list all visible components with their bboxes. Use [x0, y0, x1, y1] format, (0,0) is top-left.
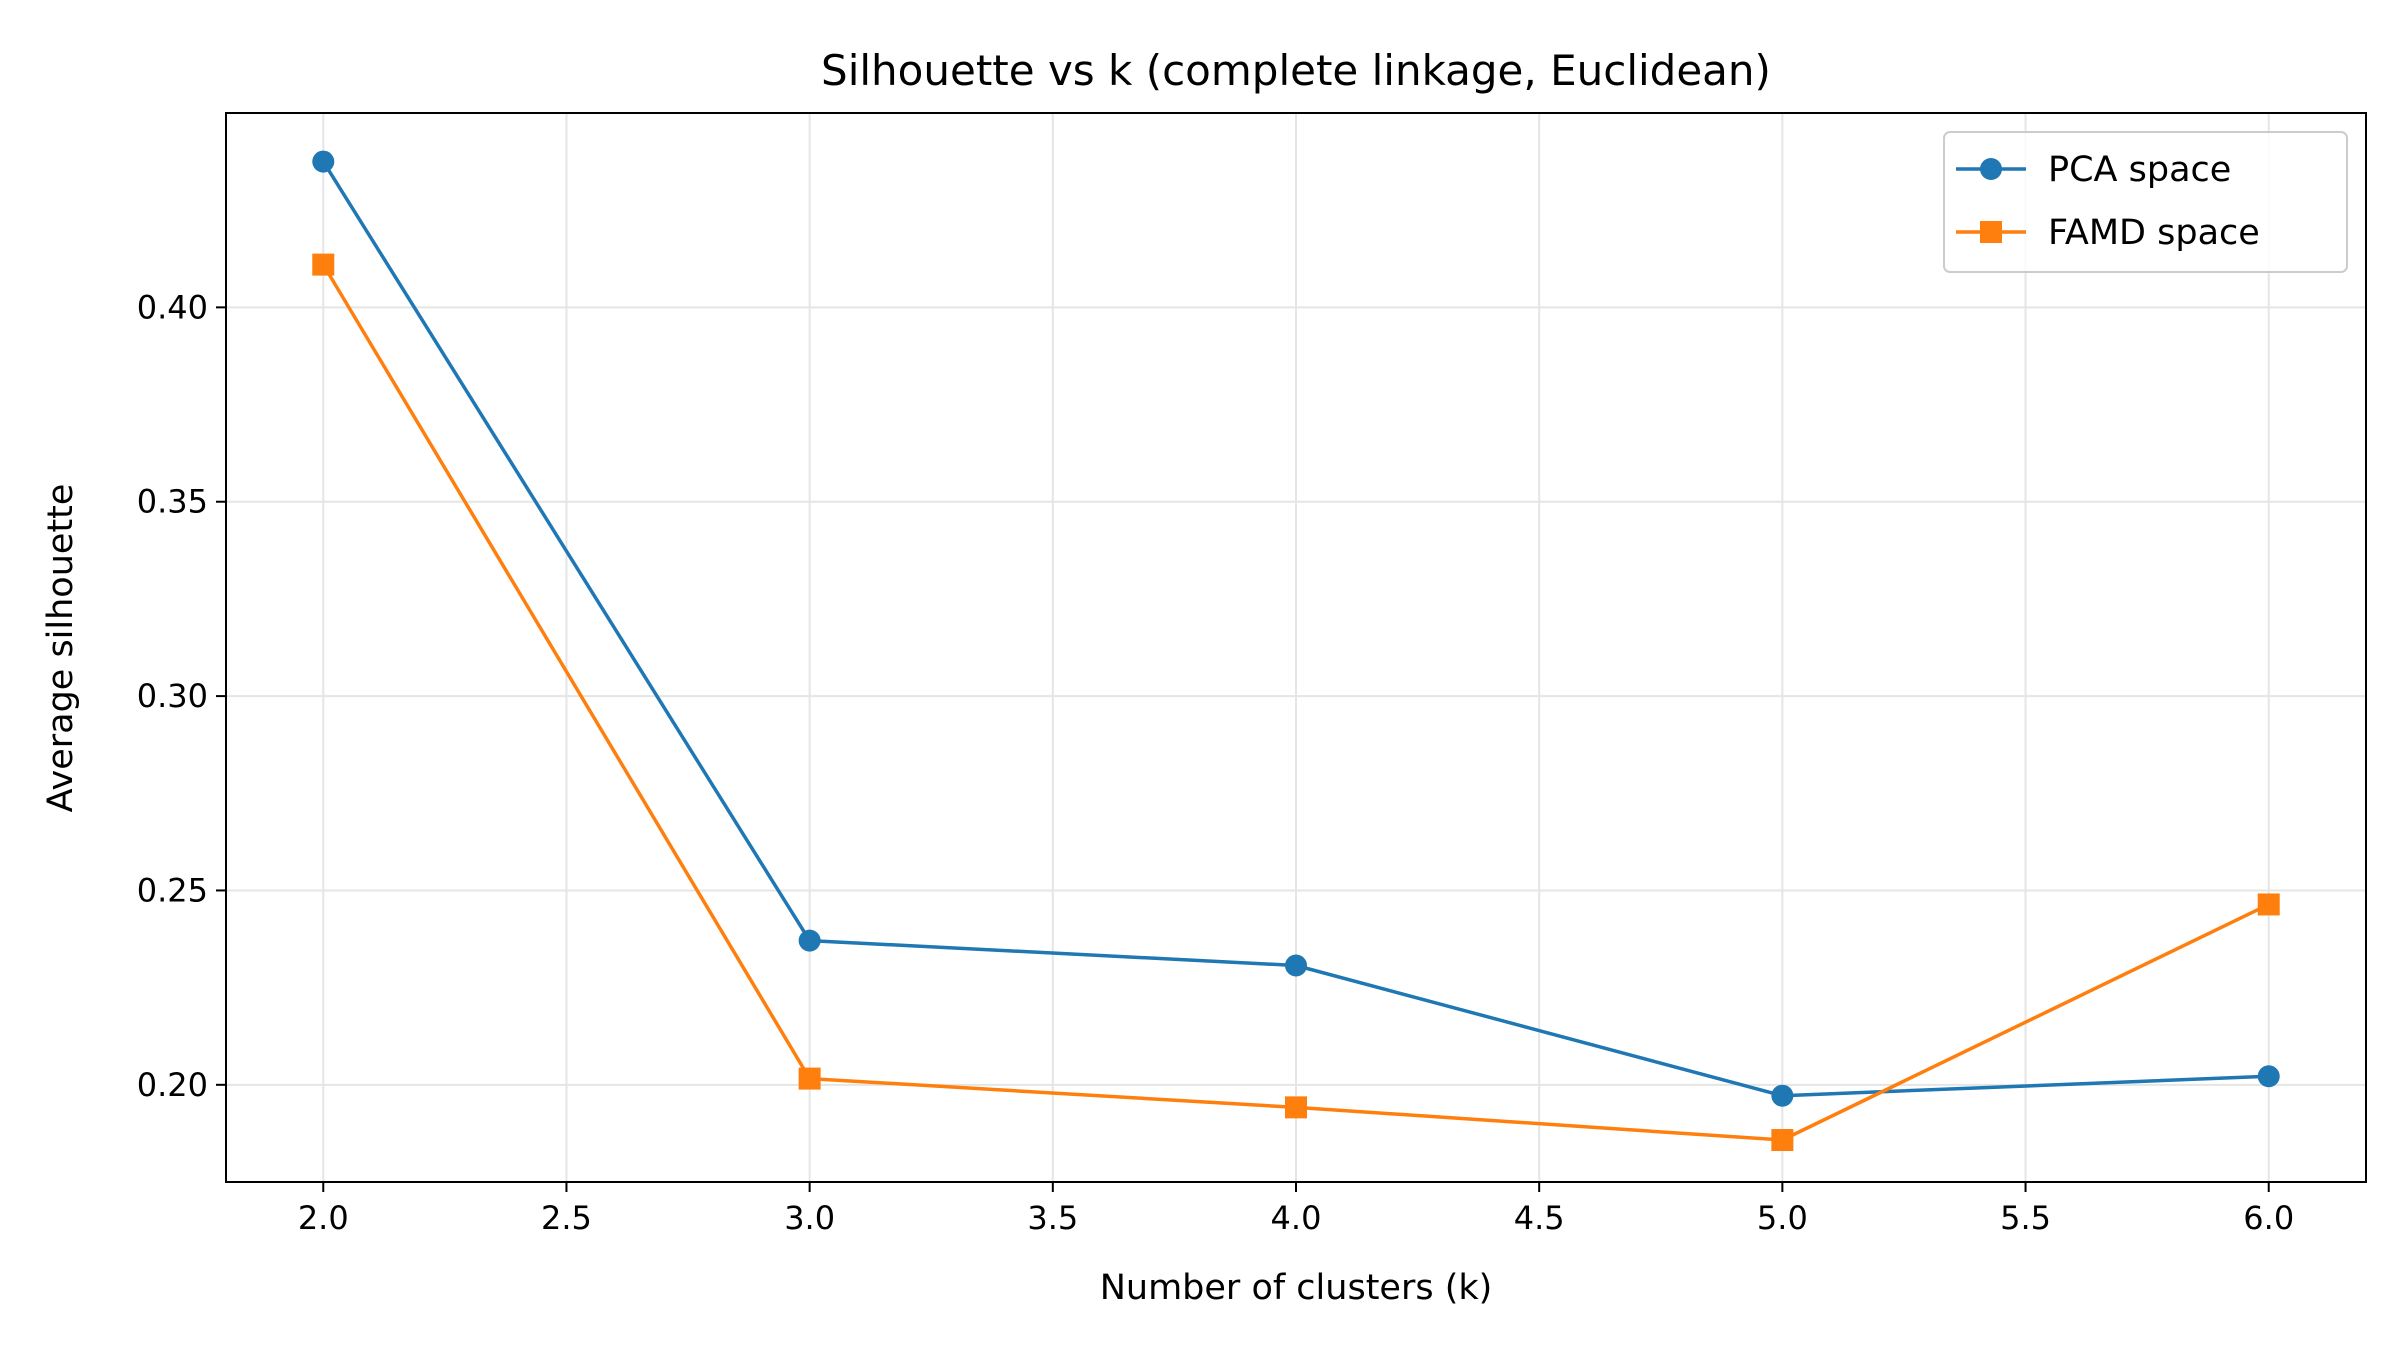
data-point-famd	[312, 253, 335, 276]
x-tick-label: 3.0	[784, 1199, 835, 1237]
legend: PCA space FAMD space	[1943, 131, 2348, 273]
x-tick-label: 4.0	[1271, 1199, 1322, 1237]
data-point-pca	[2257, 1065, 2280, 1088]
data-point-famd	[2257, 893, 2280, 916]
legend-box	[1943, 131, 2348, 273]
data-point-famd	[798, 1067, 821, 1090]
legend-marker-pca	[1980, 158, 2002, 180]
y-tick-label: 0.30	[137, 677, 208, 715]
data-point-pca	[312, 150, 335, 173]
chart-title: Silhouette vs k (complete linkage, Eucli…	[821, 46, 1771, 95]
x-tick-label: 4.5	[1514, 1199, 1565, 1237]
legend-label-famd: FAMD space	[2048, 213, 2260, 253]
axis-ticks: 2.0 2.5 3.0 3.5 4.0 4.5 5.0 5.5 6.0 0.20 0.25 0.30 0…	[137, 288, 2294, 1237]
data-series	[312, 150, 2280, 1152]
y-tick-label: 0.20	[137, 1066, 208, 1104]
data-point-pca	[798, 929, 821, 952]
x-tick-label: 3.5	[1027, 1199, 1078, 1237]
data-point-famd	[1771, 1129, 1794, 1152]
x-tick-label: 5.0	[1757, 1199, 1808, 1237]
data-point-pca	[1771, 1084, 1794, 1107]
legend-marker-famd	[1980, 221, 2002, 243]
y-tick-label: 0.25	[137, 871, 208, 909]
grid-lines	[226, 113, 2366, 1182]
x-tick-label: 2.0	[298, 1199, 349, 1237]
y-tick-label: 0.40	[137, 288, 208, 326]
data-point-famd	[1285, 1096, 1307, 1119]
y-axis-title: Average silhouette	[41, 484, 81, 813]
x-tick-label: 6.0	[2243, 1199, 2294, 1237]
x-tick-label: 2.5	[541, 1199, 592, 1237]
y-tick-label: 0.35	[137, 483, 208, 521]
data-point-pca	[1285, 954, 1307, 977]
x-axis-title: Number of clusters (k)	[1100, 1268, 1493, 1308]
legend-label-pca: PCA space	[2048, 150, 2231, 190]
x-tick-label: 5.5	[2000, 1199, 2051, 1237]
